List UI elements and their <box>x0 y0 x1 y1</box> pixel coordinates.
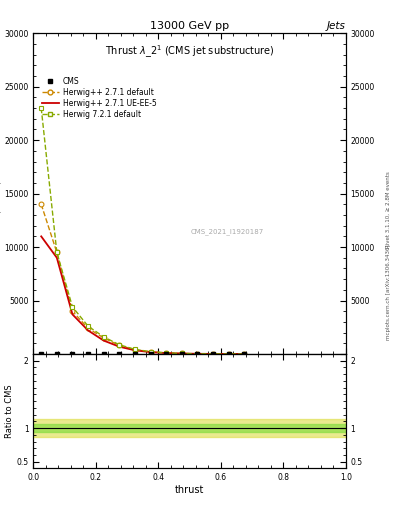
Line: CMS: CMS <box>39 352 246 356</box>
Herwig++ 2.7.1 UE-EE-5 <box>148 349 153 355</box>
Herwig++ 2.7.1 default <box>148 349 153 355</box>
Herwig 7.2.1 default <box>148 349 153 355</box>
Herwig++ 2.7.1 default <box>39 201 44 207</box>
Y-axis label: Ratio to CMS: Ratio to CMS <box>5 385 14 438</box>
Herwig 7.2.1 default <box>132 346 137 352</box>
Herwig++ 2.7.1 default <box>101 335 106 341</box>
Herwig++ 2.7.1 UE-EE-5 <box>70 311 75 317</box>
CMS <box>117 351 122 357</box>
Bar <box>33 424 346 433</box>
Herwig++ 2.7.1 UE-EE-5 <box>55 254 59 261</box>
CMS <box>226 351 231 357</box>
Herwig++ 2.7.1 default <box>70 308 75 314</box>
Herwig++ 2.7.1 UE-EE-5 <box>195 351 200 357</box>
Herwig 7.2.1 default <box>55 249 59 255</box>
Herwig++ 2.7.1 default <box>195 351 200 357</box>
Herwig++ 2.7.1 UE-EE-5 <box>164 350 169 356</box>
CMS <box>195 351 200 357</box>
Line: Herwig 7.2.1 default: Herwig 7.2.1 default <box>39 105 247 356</box>
Herwig 7.2.1 default <box>39 105 44 111</box>
Herwig++ 2.7.1 default <box>86 325 90 331</box>
Herwig++ 2.7.1 UE-EE-5 <box>226 351 231 357</box>
Herwig++ 2.7.1 UE-EE-5 <box>117 344 122 350</box>
Herwig++ 2.7.1 default <box>242 351 247 357</box>
Herwig 7.2.1 default <box>164 350 169 356</box>
Text: CMS_2021_I1920187: CMS_2021_I1920187 <box>191 229 264 236</box>
Text: Rivet 3.1.10, ≥ 2.8M events: Rivet 3.1.10, ≥ 2.8M events <box>386 172 391 248</box>
Text: Jets: Jets <box>327 20 346 31</box>
Line: Herwig++ 2.7.1 default: Herwig++ 2.7.1 default <box>39 202 247 356</box>
Text: Thrust $\lambda\_2^1$ (CMS jet substructure): Thrust $\lambda\_2^1$ (CMS jet substruct… <box>105 43 275 59</box>
CMS <box>132 351 137 357</box>
Line: Herwig++ 2.7.1 UE-EE-5: Herwig++ 2.7.1 UE-EE-5 <box>41 237 244 354</box>
CMS <box>55 351 59 357</box>
Herwig++ 2.7.1 default <box>211 351 215 357</box>
CMS <box>164 351 169 357</box>
Herwig 7.2.1 default <box>180 350 184 356</box>
Herwig 7.2.1 default <box>195 351 200 357</box>
CMS <box>70 351 75 357</box>
CMS <box>86 351 90 357</box>
Herwig 7.2.1 default <box>226 351 231 357</box>
Herwig 7.2.1 default <box>117 342 122 348</box>
Herwig++ 2.7.1 default <box>55 249 59 255</box>
CMS <box>148 351 153 357</box>
CMS <box>101 351 106 357</box>
Herwig++ 2.7.1 UE-EE-5 <box>86 327 90 333</box>
CMS <box>242 351 247 357</box>
Herwig++ 2.7.1 UE-EE-5 <box>211 351 215 357</box>
X-axis label: thrust: thrust <box>175 485 204 495</box>
Herwig 7.2.1 default <box>70 304 75 310</box>
Herwig 7.2.1 default <box>211 351 215 357</box>
Herwig++ 2.7.1 default <box>180 350 184 356</box>
Herwig++ 2.7.1 UE-EE-5 <box>101 337 106 344</box>
Herwig++ 2.7.1 default <box>117 343 122 349</box>
CMS <box>180 351 184 357</box>
Herwig++ 2.7.1 UE-EE-5 <box>242 351 247 357</box>
Text: mcplots.cern.ch [arXiv:1306.3436]: mcplots.cern.ch [arXiv:1306.3436] <box>386 244 391 339</box>
CMS <box>39 351 44 357</box>
Text: 13000 GeV pp: 13000 GeV pp <box>150 20 229 31</box>
Herwig 7.2.1 default <box>101 334 106 340</box>
Herwig++ 2.7.1 UE-EE-5 <box>132 347 137 353</box>
Herwig 7.2.1 default <box>86 323 90 329</box>
Herwig++ 2.7.1 default <box>132 347 137 353</box>
Herwig++ 2.7.1 default <box>226 351 231 357</box>
Y-axis label: $1 / \mathrm{d}N \cdot \mathrm{d}\sigma / \mathrm{d}\lambda$: $1 / \mathrm{d}N \cdot \mathrm{d}\sigma … <box>0 170 3 217</box>
Herwig++ 2.7.1 UE-EE-5 <box>39 233 44 240</box>
Herwig++ 2.7.1 default <box>164 350 169 356</box>
Legend: CMS, Herwig++ 2.7.1 default, Herwig++ 2.7.1 UE-EE-5, Herwig 7.2.1 default: CMS, Herwig++ 2.7.1 default, Herwig++ 2.… <box>40 76 158 120</box>
Herwig 7.2.1 default <box>242 351 247 357</box>
Herwig++ 2.7.1 UE-EE-5 <box>180 351 184 357</box>
CMS <box>211 351 215 357</box>
Bar <box>33 419 346 437</box>
